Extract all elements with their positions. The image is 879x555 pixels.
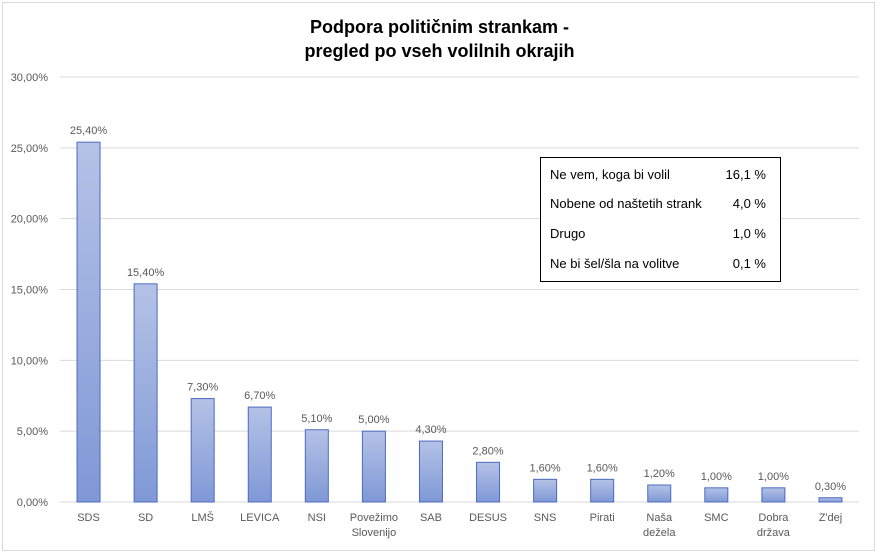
info-box-value: 16,1 %: [725, 167, 766, 182]
data-label: 15,40%: [127, 267, 165, 279]
bar: [647, 484, 672, 503]
x-tick-label: Pirati: [590, 512, 615, 524]
info-box-value: 4,0 %: [732, 196, 766, 211]
bar: [190, 398, 215, 503]
x-tick-label: LMŠ: [191, 511, 214, 524]
bar: [76, 141, 101, 503]
data-label: 1,00%: [758, 471, 789, 483]
x-tick-label: Naša dežela: [643, 512, 676, 539]
data-label: 25,40%: [70, 125, 108, 137]
bar: [476, 461, 501, 503]
x-tick-label: SAB: [420, 512, 442, 524]
x-tick-label: SMC: [704, 512, 729, 524]
x-axis-tick-labels: SDS SD LMŠ LEVICA NSI Povežimo Slovenijo SAB DES…: [77, 511, 842, 539]
bar: [133, 283, 158, 503]
y-axis-tick-labels: 0,00% 5,00% 10,00% 15,00% 20,00% 25,00% 30,00%: [11, 72, 49, 509]
y-tick-label: 25,00%: [11, 143, 49, 155]
y-tick-label: 15,00%: [11, 285, 49, 297]
bar: [533, 478, 558, 503]
bar: [704, 487, 729, 503]
bar: [418, 440, 443, 503]
info-box-value: 0,1 %: [732, 256, 766, 271]
y-tick-label: 20,00%: [11, 214, 49, 226]
data-label: 2,80%: [472, 445, 503, 457]
chart-title-line1: Podpora političnim strankam -: [309, 17, 570, 37]
data-label: 1,60%: [530, 462, 561, 474]
x-tick-label: Povežimo Slovenijo: [350, 512, 398, 539]
x-tick-label: LEVICA: [240, 512, 280, 524]
info-box: Ne vem, koga bi volil 16,1 % Nobene od n…: [540, 157, 781, 282]
info-box-label: Ne bi šel/šla na volitve: [550, 256, 680, 271]
data-label: 5,00%: [358, 414, 389, 426]
x-tick-label: NSI: [308, 512, 326, 524]
bar: [761, 487, 786, 503]
y-tick-label: 5,00%: [17, 426, 48, 438]
info-box-label: Drugo: [550, 226, 586, 241]
gridlines: [60, 76, 859, 503]
data-label: 1,20%: [644, 468, 675, 480]
data-label: 5,10%: [301, 413, 332, 425]
chart-title-line2: pregled po vseh volilnih okrajih: [304, 41, 575, 61]
data-label: 1,60%: [587, 462, 618, 474]
bar: [361, 430, 386, 503]
bar: [590, 478, 615, 503]
bar: [304, 429, 329, 503]
data-labels: 25,40% 15,40% 7,30% 6,70% 5,10% 5,00% 4,30% 2,8…: [70, 125, 846, 493]
x-tick-label: DESUS: [469, 512, 507, 524]
data-label: 4,30%: [415, 424, 446, 436]
x-tick-label: SNS: [534, 512, 557, 524]
x-tick-label: Dobra država: [757, 512, 791, 539]
x-tick-label: SD: [138, 512, 153, 524]
data-label: 1,00%: [701, 471, 732, 483]
y-tick-label: 10,00%: [11, 355, 49, 367]
x-tick-label: SDS: [77, 512, 100, 524]
bar: [247, 406, 272, 503]
data-label: 0,30%: [815, 481, 846, 493]
y-tick-label: 30,00%: [11, 72, 49, 84]
y-tick-label: 0,00%: [17, 497, 48, 509]
bars: [76, 141, 843, 503]
info-box-value: 1,0 %: [732, 226, 766, 241]
data-label: 6,70%: [244, 390, 275, 402]
data-label: 7,30%: [187, 382, 218, 394]
x-tick-label: Z'dej: [819, 512, 843, 524]
bar: [818, 497, 843, 503]
info-box-label: Nobene od naštetih strank: [550, 196, 702, 211]
info-box-label: Ne vem, koga bi volil: [550, 167, 670, 182]
